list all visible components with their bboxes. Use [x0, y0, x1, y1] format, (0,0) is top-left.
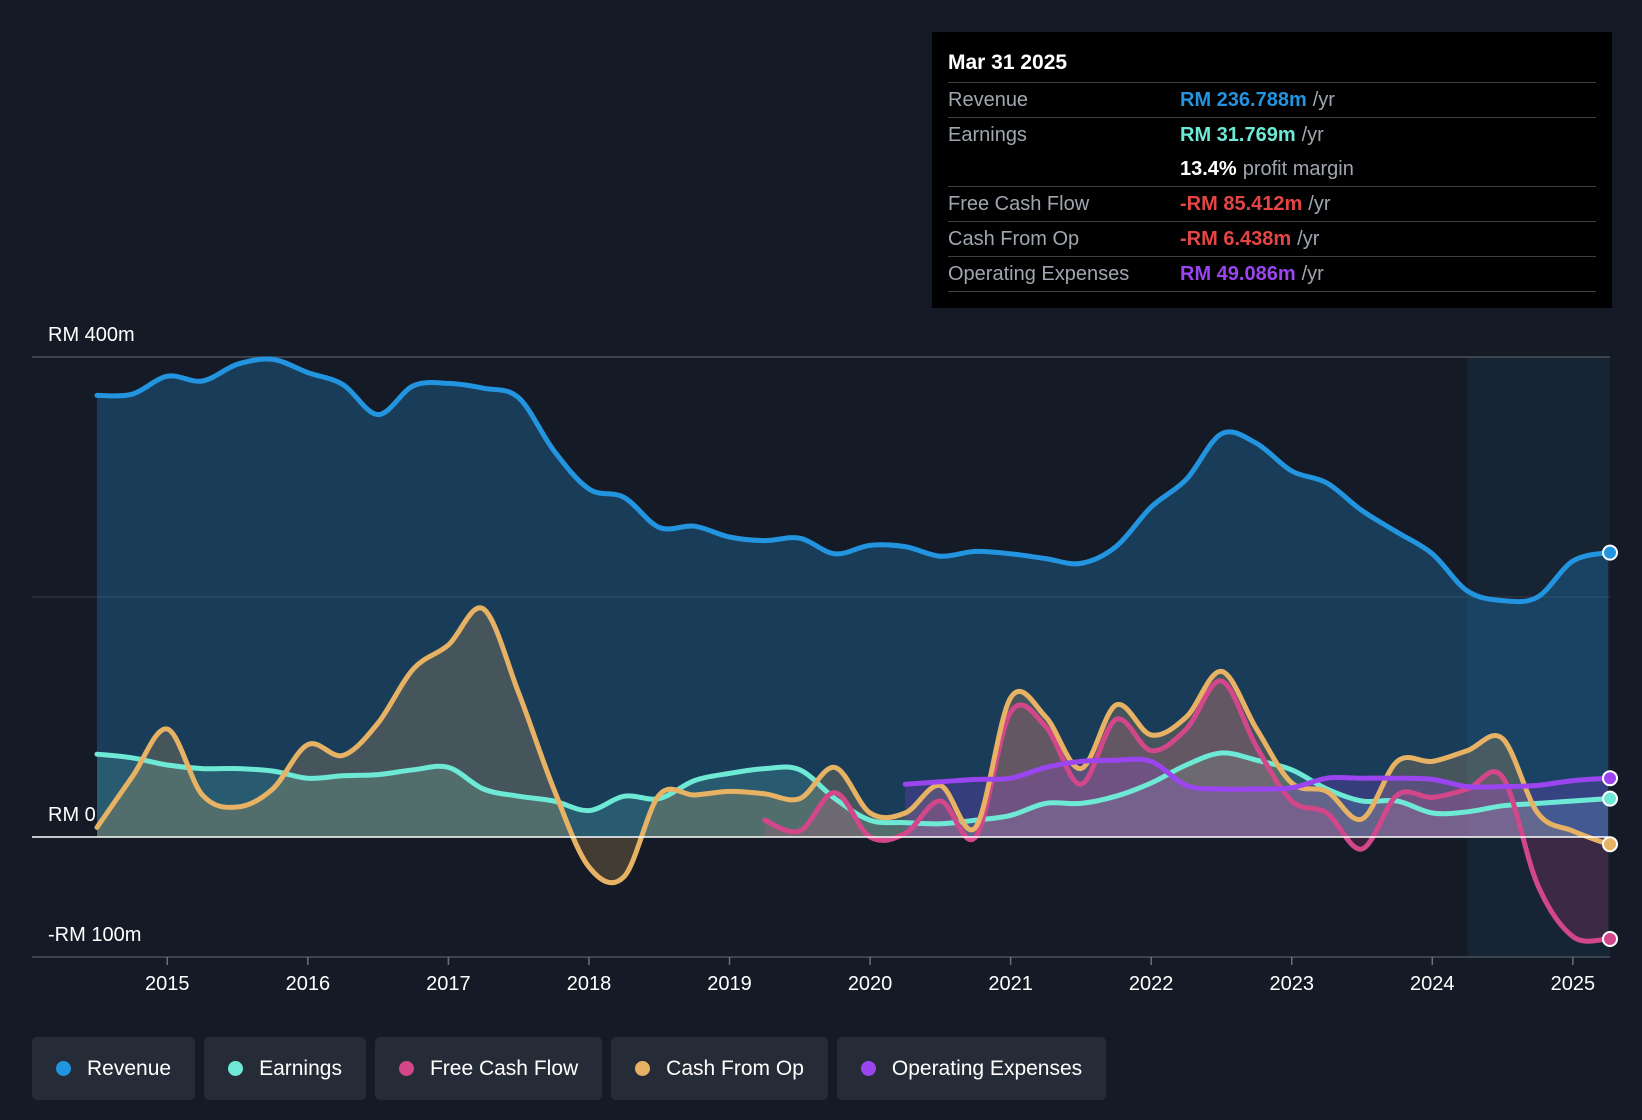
area-revenue [97, 359, 1608, 837]
legend-dot-earnings [228, 1061, 244, 1076]
tooltip-unit-fcf: /yr [1308, 193, 1331, 215]
legend-label-earnings: Earnings [259, 1056, 342, 1080]
x-tick-label-2023: 2023 [1269, 973, 1314, 995]
y-label-2: -RM 100m [48, 924, 141, 946]
tooltip-row-fcf: Free Cash Flow -RM 85.412m /yr [948, 187, 1596, 222]
legend: Revenue Earnings Free Cash Flow Cash Fro… [32, 1037, 1107, 1100]
x-axis-ticks: 2015 2016 2017 2018 2019 2020 2021 2022 2023 2024… [145, 957, 1595, 995]
tooltip-label-earnings: Earnings [948, 124, 1027, 146]
legend-label-opex: Operating Expenses [891, 1056, 1083, 1080]
x-tick-label-2021: 2021 [988, 973, 1033, 995]
x-tick-label-2016: 2016 [286, 973, 331, 995]
x-tick-label-2024: 2024 [1410, 973, 1455, 995]
legend-item-opex[interactable]: Operating Expenses [836, 1037, 1107, 1100]
x-tick-label-2018: 2018 [567, 973, 612, 995]
tooltip-unit-opex: /yr [1301, 263, 1324, 285]
series-areas [97, 359, 1608, 942]
tooltip-unit-cfo: /yr [1297, 228, 1320, 250]
legend-label-cfo: Cash From Op [666, 1056, 804, 1080]
series-endpoints [1602, 544, 1618, 947]
legend-dot-fcf [398, 1061, 414, 1076]
tooltip-label-margin-spacer [948, 152, 1180, 186]
legend-item-fcf[interactable]: Free Cash Flow [374, 1037, 603, 1100]
line-opex [902, 756, 1611, 792]
tooltip-value-opex: RM 49.086m [1180, 263, 1296, 285]
legend-dot-revenue [56, 1061, 71, 1076]
area-opex [905, 759, 1608, 837]
tooltip-unit-earnings: /yr [1301, 124, 1324, 146]
x-tick-label-2020: 2020 [848, 973, 893, 995]
endpoint-opex [1602, 770, 1618, 787]
tooltip-row-earnings: Earnings RM 31.769m /yr [948, 118, 1596, 152]
tooltip-label-cfo: Cash From Op [948, 228, 1080, 250]
tooltip-value-margin: 13.4% [1180, 158, 1237, 180]
legend-item-revenue[interactable]: Revenue [32, 1037, 196, 1100]
endpoint-revenue [1602, 544, 1618, 561]
tooltip-row-revenue: Revenue RM 236.788m /yr [948, 83, 1596, 118]
legend-label-revenue: Revenue [87, 1056, 172, 1080]
x-tick-label-2017: 2017 [426, 973, 471, 995]
tooltip-value-fcf: -RM 85.412m [1180, 193, 1303, 215]
legend-item-earnings[interactable]: Earnings [204, 1037, 366, 1100]
line-cfo [94, 605, 1611, 886]
tooltip-row-cfo: Cash From Op -RM 6.438m /yr [948, 222, 1596, 257]
tooltip-unit-margin: profit margin [1242, 158, 1354, 180]
area-fcf [764, 680, 1608, 942]
tooltip-date: Mar 31 2025 [948, 46, 1596, 83]
legend-dot-cfo [635, 1061, 651, 1076]
y-axis-labels: RM 400m RM 0 -RM 100m [48, 324, 141, 946]
area-cfo [97, 607, 1608, 883]
tooltip-value-earnings: RM 31.769m [1180, 124, 1296, 146]
x-tick-label-2022: 2022 [1129, 973, 1174, 995]
endpoint-cfo [1602, 836, 1618, 853]
tooltip-value-cfo: -RM 6.438m [1180, 228, 1292, 250]
y-label-0: RM 400m [48, 324, 135, 346]
forecast-highlight [1467, 357, 1610, 957]
tooltip-row-margin: 13.4% profit margin [948, 152, 1596, 187]
tooltip-panel: Mar 31 2025 Revenue RM 236.788m /yr Earn… [932, 32, 1612, 308]
legend-dot-opex [860, 1061, 876, 1076]
tooltip-label-opex: Operating Expenses [948, 263, 1130, 285]
gridlines [32, 356, 1610, 958]
line-revenue [94, 356, 1611, 605]
x-tick-label-2019: 2019 [707, 973, 752, 995]
tooltip-label-fcf: Free Cash Flow [948, 193, 1090, 215]
tooltip-row-opex: Operating Expenses RM 49.086m /yr [948, 257, 1596, 292]
series-lines [32, 356, 1611, 944]
endpoint-earnings [1602, 790, 1618, 807]
legend-label-fcf: Free Cash Flow [429, 1056, 579, 1080]
area-earnings [97, 752, 1608, 837]
y-label-1: RM 0 [48, 804, 96, 826]
endpoint-fcf [1602, 931, 1618, 947]
x-tick-label-2025: 2025 [1551, 973, 1596, 995]
x-tick-label-2015: 2015 [145, 973, 190, 995]
tooltip-label-revenue: Revenue [948, 89, 1029, 111]
tooltip-unit-revenue: /yr [1312, 89, 1335, 111]
legend-item-cfo[interactable]: Cash From Op [611, 1037, 828, 1100]
tooltip-value-revenue: RM 236.788m [1180, 89, 1307, 111]
